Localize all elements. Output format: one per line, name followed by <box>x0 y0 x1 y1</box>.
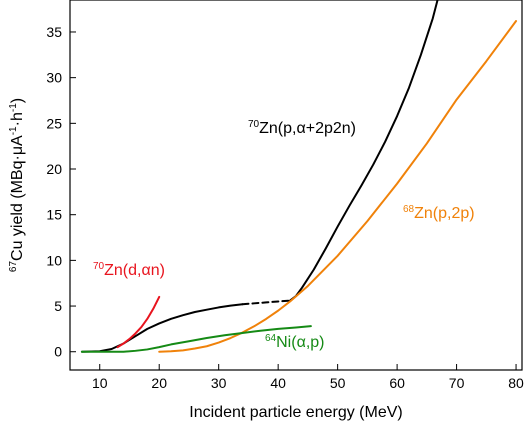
x-tick-label: 30 <box>211 375 227 391</box>
series-line-3 <box>80 325 312 353</box>
label-64ni-alpha-p: 64Ni(α,p) <box>265 333 324 351</box>
x-axis-title: Incident particle energy (MeV) <box>189 404 402 421</box>
y-tick-label: 35 <box>46 24 62 40</box>
y-axis-title: 67Cu yield (MBq·μA-1·h-1) <box>8 98 26 272</box>
series-line-0-dashed <box>241 299 292 306</box>
label-68zn-p-2p: 68Zn(p,2p) <box>403 204 475 222</box>
x-tick-label: 60 <box>389 375 405 391</box>
plot-frame <box>69 0 523 371</box>
series-line-2 <box>116 295 161 349</box>
y-tick-label: 30 <box>46 70 62 86</box>
y-tick-label: 5 <box>54 298 62 314</box>
y-tick-label: 10 <box>46 252 62 268</box>
y-tick-label: 0 <box>54 344 62 360</box>
x-tick-label: 50 <box>330 375 346 391</box>
series-line-0-solid-a <box>80 303 244 353</box>
y-tick-label: 20 <box>46 161 62 177</box>
x-tick-label: 70 <box>449 375 465 391</box>
label-70zn-d-alpha-n: 70Zn(d,αn) <box>93 261 165 279</box>
x-tick-label: 80 <box>508 375 524 391</box>
x-tick-label: 10 <box>92 375 108 391</box>
series-line-0-solid-b <box>289 0 439 302</box>
y-tick-label: 15 <box>46 207 62 223</box>
series-line-1 <box>158 20 518 353</box>
x-tick-label: 20 <box>151 375 167 391</box>
axis-ticks: 10 20 30 40 50 60 70 80 0 5 10 15 20 25 30 35 <box>46 24 524 391</box>
plot-lines <box>80 0 518 353</box>
x-tick-label: 40 <box>270 375 286 391</box>
y-tick-label: 25 <box>46 115 62 131</box>
label-70zn-p-alpha: 70Zn(p,α+2p2n) <box>248 119 356 137</box>
